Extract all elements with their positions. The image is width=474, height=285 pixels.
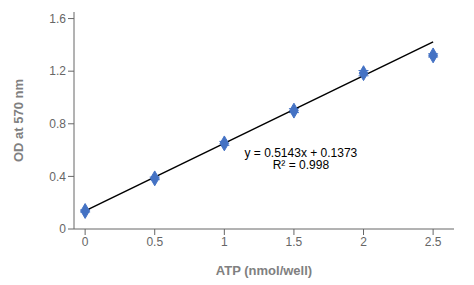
svg-text:0.5: 0.5 [146,235,163,249]
svg-text:0.8: 0.8 [49,117,66,131]
svg-text:1.5: 1.5 [286,235,303,249]
svg-text:0: 0 [82,235,89,249]
svg-text:R² = 0.998: R² = 0.998 [273,158,330,172]
svg-text:2.5: 2.5 [425,235,442,249]
svg-text:1.6: 1.6 [49,12,66,26]
svg-text:ATP (nmol/well): ATP (nmol/well) [216,263,312,278]
svg-text:0.4: 0.4 [49,170,66,184]
svg-text:1.2: 1.2 [49,64,66,78]
svg-text:1: 1 [221,235,228,249]
svg-text:2: 2 [360,235,367,249]
svg-text:0: 0 [59,222,66,236]
svg-text:OD at 570 nm: OD at 570 nm [11,79,26,162]
svg-text:y = 0.5143x + 0.1373: y = 0.5143x + 0.1373 [244,146,358,160]
